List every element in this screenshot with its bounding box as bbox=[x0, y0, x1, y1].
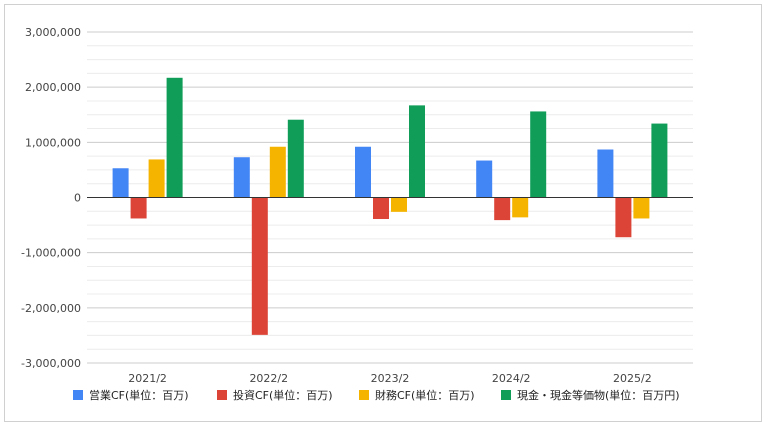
y-tick-label: 2,000,000 bbox=[25, 81, 81, 94]
x-tick-label: 2025/2 bbox=[613, 372, 652, 385]
bar[interactable] bbox=[130, 197, 147, 219]
bar[interactable] bbox=[287, 119, 304, 198]
bar[interactable] bbox=[597, 149, 614, 198]
legend-label[interactable]: 現金・現金等価物(単位：百万円) bbox=[517, 388, 680, 402]
y-tick-label: -1,000,000 bbox=[21, 247, 81, 260]
x-tick-label: 2021/2 bbox=[128, 372, 167, 385]
legend-label[interactable]: 投資CF(単位：百万) bbox=[233, 388, 333, 402]
bar[interactable] bbox=[391, 197, 407, 212]
bar[interactable] bbox=[409, 105, 425, 198]
legend-swatch bbox=[501, 390, 511, 400]
bar[interactable] bbox=[651, 123, 668, 198]
bar[interactable] bbox=[166, 77, 183, 198]
y-tick-label: -2,000,000 bbox=[21, 302, 81, 315]
x-axis-tick-labels: 2021/2 2022/2 2023/2 2024/2 2025/2 bbox=[128, 372, 652, 385]
legend-swatch bbox=[359, 390, 369, 400]
legend-label[interactable]: 営業CF(単位：百万) bbox=[89, 388, 189, 402]
y-tick-label: -3,000,000 bbox=[21, 357, 81, 370]
bar[interactable] bbox=[476, 160, 493, 198]
y-tick-label: 0 bbox=[74, 192, 81, 205]
bar[interactable] bbox=[112, 168, 129, 198]
bar[interactable] bbox=[633, 197, 650, 219]
bar[interactable] bbox=[233, 157, 250, 198]
legend-swatch bbox=[217, 390, 227, 400]
bar[interactable] bbox=[251, 197, 268, 335]
y-axis-tick-labels: 3,000,000 2,000,000 1,000,000 0 -1,000,000 -2… bbox=[21, 26, 81, 370]
legend: 営業CF(単位：百万) 投資CF(単位：百万) 財務CF(単位：百万) 現金・現金等価… bbox=[73, 388, 680, 402]
bar[interactable] bbox=[494, 197, 511, 221]
y-tick-label: 3,000,000 bbox=[25, 26, 81, 39]
x-tick-label: 2023/2 bbox=[371, 372, 410, 385]
x-tick-label: 2024/2 bbox=[492, 372, 531, 385]
bar[interactable] bbox=[269, 146, 286, 198]
legend-swatch bbox=[73, 390, 83, 400]
bar[interactable] bbox=[615, 197, 632, 238]
bar-chart: 3,000,000 2,000,000 1,000,000 0 -1,000,000 -2… bbox=[21, 26, 693, 402]
y-tick-label: 1,000,000 bbox=[25, 136, 81, 149]
bar[interactable] bbox=[355, 146, 371, 198]
bar[interactable] bbox=[512, 197, 529, 218]
bar[interactable] bbox=[530, 111, 547, 198]
bar[interactable] bbox=[373, 197, 389, 220]
bars bbox=[112, 77, 668, 335]
chart-frame: 3,000,000 2,000,000 1,000,000 0 -1,000,000 -2… bbox=[4, 4, 762, 422]
x-tick-label: 2022/2 bbox=[249, 372, 288, 385]
bar[interactable] bbox=[148, 159, 165, 198]
legend-label[interactable]: 財務CF(単位：百万) bbox=[375, 388, 475, 402]
